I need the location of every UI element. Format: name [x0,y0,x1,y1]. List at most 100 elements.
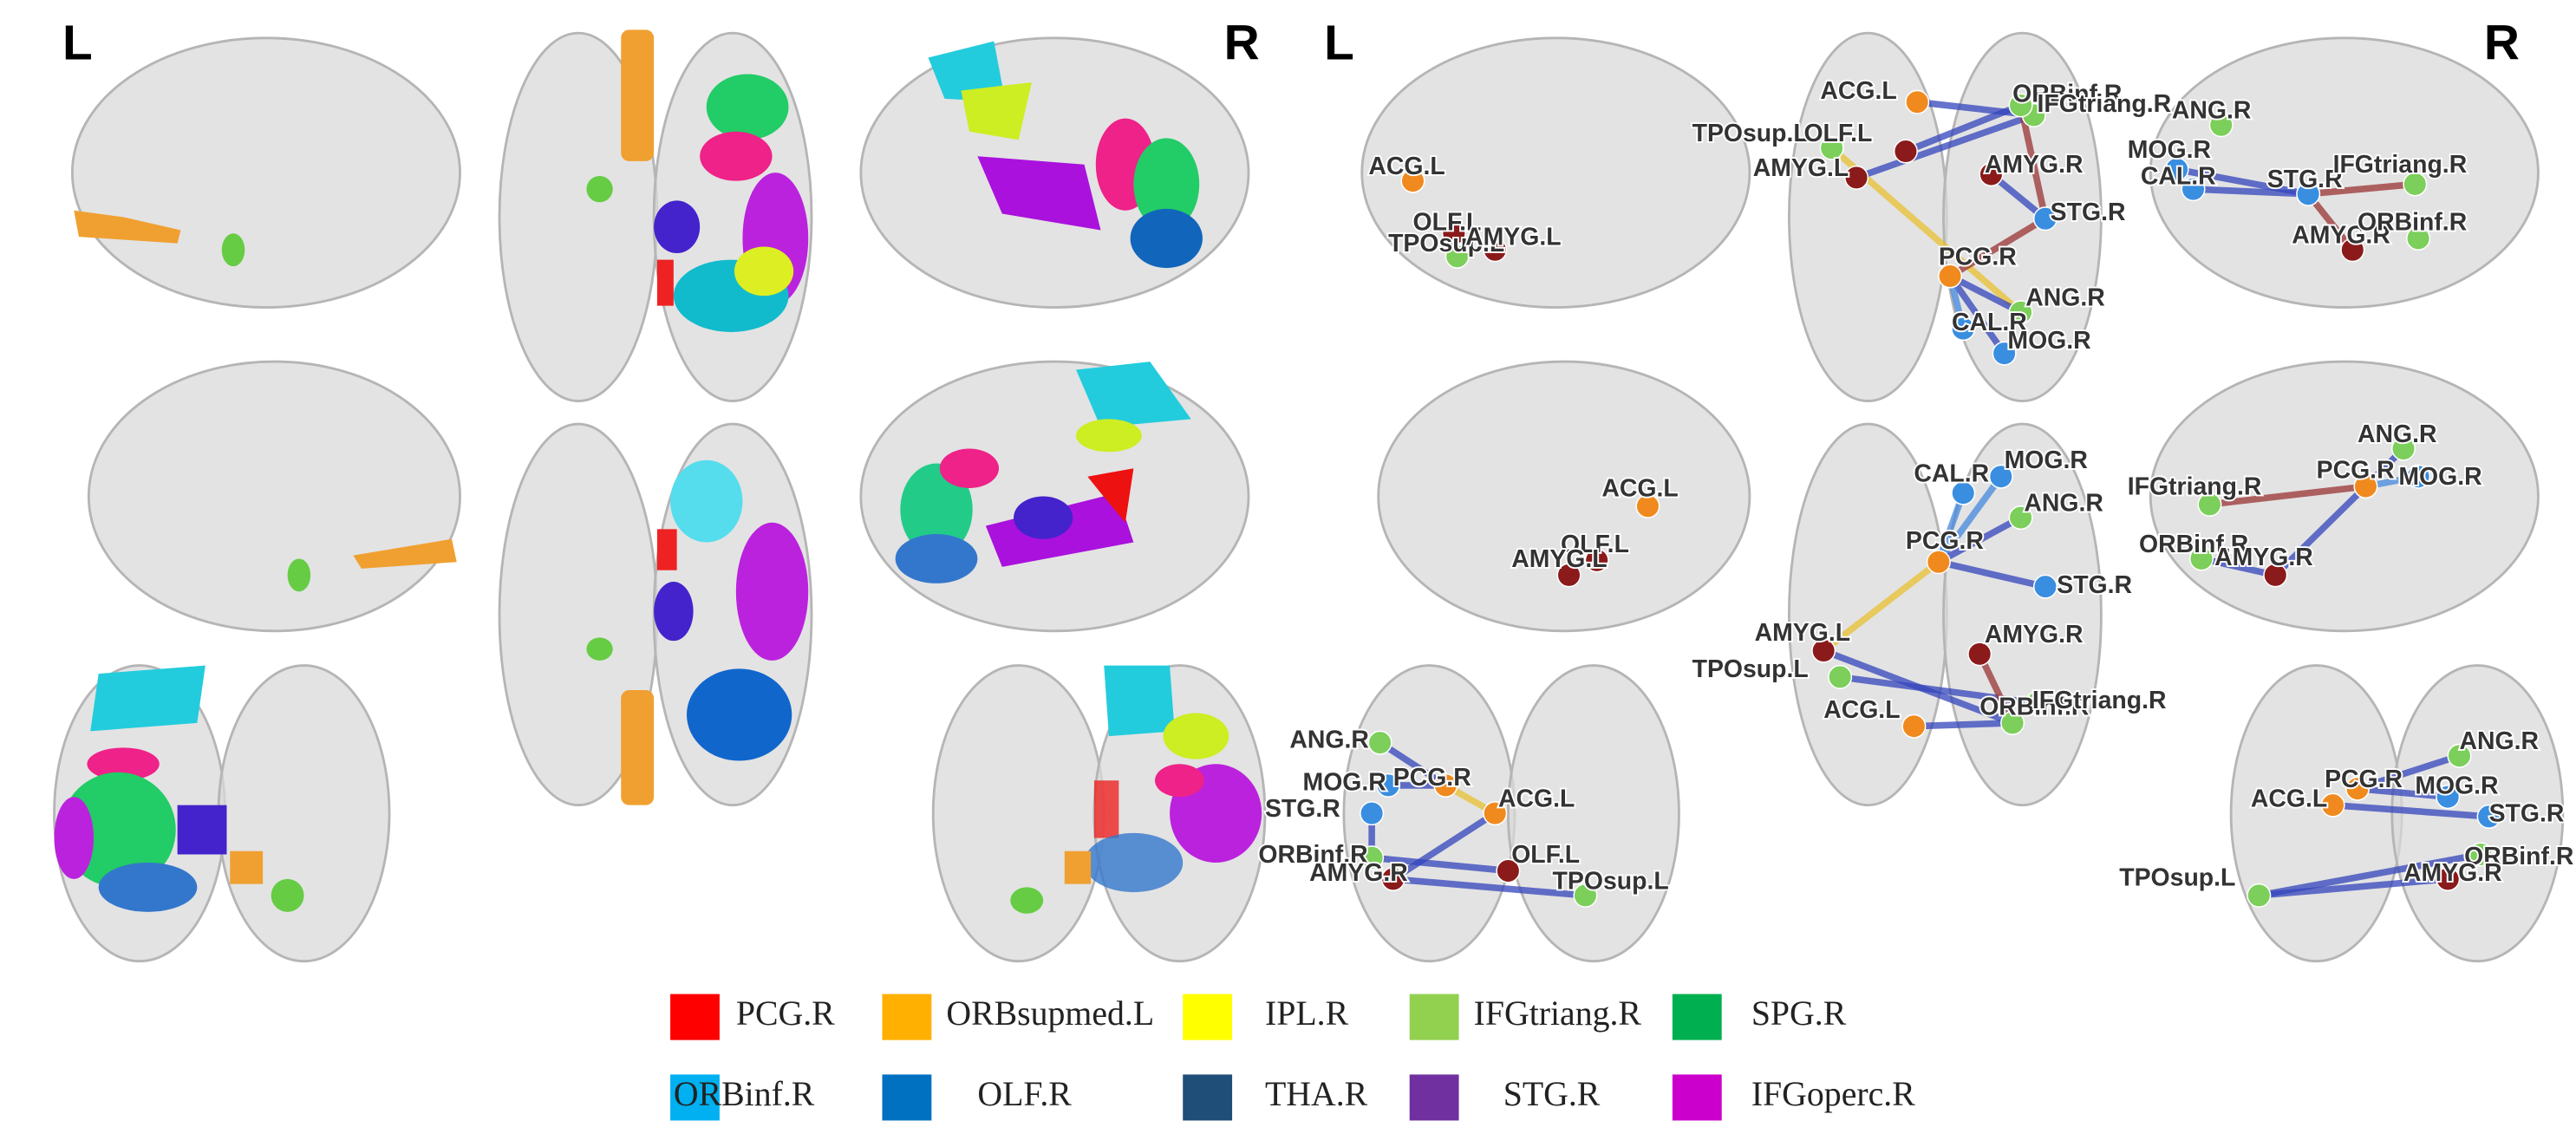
connection [1378,740,1448,789]
connection [1392,876,1586,899]
node [2320,792,2345,818]
node-label: AMYG.L [1753,154,1849,182]
connection [1391,810,1497,883]
node [2353,474,2378,499]
node [2032,574,2058,599]
brain-coronal [2229,664,2403,963]
node-label: ACG.L [1823,696,1900,724]
brain-sagittal [87,360,461,633]
region [1155,764,1204,798]
node-label: TPOsup.L [1692,120,1809,147]
connection [1935,474,2004,564]
node-label: CAL.R [1914,459,1989,487]
region [1076,419,1142,453]
region [687,668,792,761]
node [1360,845,1385,870]
node-label: TPOsup.L [1692,655,1809,683]
connection [2201,555,2277,579]
legend: PCG.R ORBsupmed.L IPL.R IFGtriang.R SPG.R ORB… [670,994,1915,1121]
region [928,41,1006,102]
node [1360,801,1385,826]
region [706,74,789,140]
connection [2258,850,2481,899]
node [1376,772,1401,798]
legend-swatch [1672,1074,1722,1121]
node-label: STG.R [2489,800,2565,828]
connections [1368,98,2489,899]
region [654,200,701,254]
node [2263,563,2288,588]
node-label: ORBinf.R [1258,841,1367,869]
region [221,233,245,267]
node [2181,177,2206,202]
node-label: PCG.R [2325,766,2403,793]
connection [1947,274,2007,355]
region [1093,780,1119,838]
node-label: ACG.L [1498,785,1575,813]
node [1483,801,1508,826]
node-label: ANG.R [2172,97,2252,125]
region [700,131,773,181]
region [656,529,677,570]
region [977,156,1101,231]
node [2468,842,2494,867]
legend-swatch [1183,994,1233,1040]
region [287,558,311,592]
node-label: MOG.R [2005,446,2088,474]
node-label: STG.R [2051,199,2126,226]
node [1367,730,1392,755]
node-label: ORBinf.R [2464,843,2573,870]
brain-coronal [931,664,1105,963]
node [1573,883,1598,908]
node [1844,165,1869,190]
node-label: ACG.L [2251,785,2327,813]
node [1828,664,1853,689]
node-label: PCG.R [1906,527,1984,555]
region [654,581,694,642]
region [895,534,978,583]
region [353,538,457,569]
region [1014,496,1073,539]
brain-coronal [1506,664,1680,963]
brain-sagittal [2149,36,2540,309]
node [1988,464,2013,489]
node-label: OLF.L [1561,531,1629,558]
node [2344,776,2371,801]
node-label: AMYG.L [1755,619,1850,647]
node-label: OLF.L [1803,120,1872,147]
node-label: AMYG.R [2214,544,2313,571]
region [1130,208,1203,269]
connection [1948,273,2023,316]
legend-label: IFGoperc.R [1751,1075,1915,1113]
connection [2209,483,2366,508]
node-label: ANG.R [2358,420,2437,448]
region [1163,713,1229,759]
node-label: STG.R [2267,166,2343,193]
node-label: STG.R [2057,571,2132,599]
node-label: AMYG.R [2292,222,2390,250]
legend-label: SPG.R [1751,994,1847,1033]
node-label: ORBinf.R [2012,81,2122,108]
node-label: ANG.R [2459,727,2539,755]
connection [1855,112,2035,181]
region [656,259,674,306]
legend-label: OLF.R [977,1075,1072,1113]
node [1483,238,1508,263]
legend-swatch [1409,994,1459,1040]
node [2208,113,2234,138]
node-label: AMYG.R [1985,621,2084,648]
node-label: TPOsup.L [2119,864,2235,892]
node-label: ANG.R [2025,284,2105,312]
legend-swatch [1409,1074,1459,1121]
node [2340,238,2365,263]
connection [1976,652,2016,725]
brain-axial [1942,31,2103,402]
node [1635,493,1660,518]
node [2403,172,2428,197]
node [2008,93,2033,118]
node [2008,300,2033,325]
connection [1904,101,2022,155]
legend-swatch [1183,1074,1233,1121]
